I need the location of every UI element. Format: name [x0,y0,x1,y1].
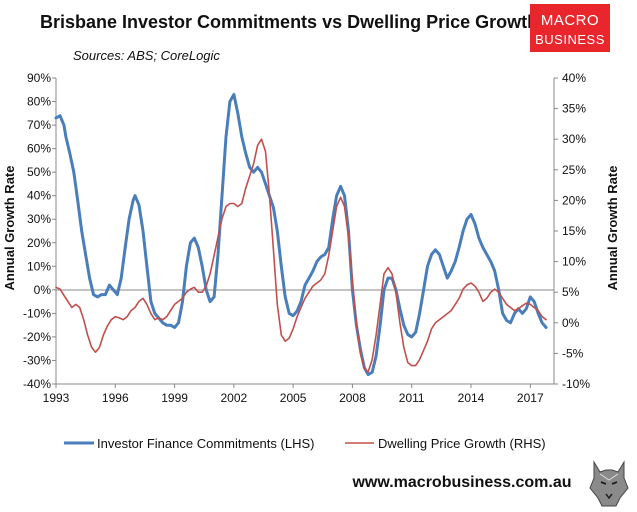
website-url: www.macrobusiness.com.au [351,474,571,491]
x-tick-label: 1996 [102,391,129,405]
chart-subtitle: Sources: ABS; CoreLogic [73,48,220,63]
x-tick-label: 2008 [339,391,366,405]
legend: Investor Finance Commitments (LHS) Dwell… [64,436,546,451]
x-tick-label: 2005 [280,391,307,405]
x-axis-ticks: 1993 1996 1999 2002 2005 2008 2011 2014 2017 [43,384,544,405]
legend-label-dwelling: Dwelling Price Growth (RHS) [378,436,546,451]
right-axis-title: Annual Growth Rate [605,166,620,291]
right-tick-label: 35% [562,102,586,116]
logo-line2: BUSINESS [535,32,605,47]
series-line-investor [54,93,548,377]
left-tick-label: 70% [27,118,51,132]
right-tick-label: 25% [562,163,586,177]
chart-title: Brisbane Investor Commitments vs Dwellin… [40,12,538,32]
left-tick-label: 60% [27,142,51,156]
left-tick-label: 90% [27,71,51,85]
right-tick-label: 30% [562,132,586,146]
left-tick-label: 80% [27,95,51,109]
left-tick-label: -30% [23,353,51,367]
left-tick-label: 10% [27,259,51,273]
right-axis-ticks: -10% -5% 0% 5% 10% 15% 20% 25% 30% 35% 40% [554,71,590,391]
wolf-icon [589,460,629,507]
x-tick-label: 2014 [458,391,485,405]
right-tick-label: 0% [562,316,580,330]
right-tick-label: 15% [562,224,586,238]
left-tick-label: 20% [27,236,51,250]
left-tick-label: -20% [23,330,51,344]
left-axis-ticks: -40% -30% -20% -10% 0% 10% 20% 30% 40% 50% 60% 70% 8… [23,71,56,391]
right-tick-label: -5% [562,346,584,360]
right-tick-label: 40% [562,71,586,85]
left-tick-label: 30% [27,212,51,226]
x-tick-label: 2017 [517,391,544,405]
legend-label-investor: Investor Finance Commitments (LHS) [97,436,314,451]
x-tick-label: 1999 [161,391,188,405]
x-tick-label: 2011 [399,391,425,405]
right-tick-label: 10% [562,255,586,269]
right-tick-label: 20% [562,193,586,207]
left-tick-label: 50% [27,165,51,179]
left-tick-label: -10% [23,306,51,320]
right-tick-label: 5% [562,285,580,299]
logo-line1: MACRO [541,12,599,29]
series-lines [54,93,548,377]
series-line-dwelling [55,138,547,373]
logo-box [530,4,610,52]
left-tick-label: 40% [27,189,51,203]
x-tick-label: 1993 [43,391,70,405]
left-tick-label: 0% [34,283,52,297]
left-axis-title: Annual Growth Rate [2,166,17,291]
x-tick-label: 2002 [221,391,248,405]
left-tick-label: -40% [23,377,51,391]
right-tick-label: -10% [562,377,590,391]
macrobusiness-logo: MACRO BUSINESS [530,4,610,52]
